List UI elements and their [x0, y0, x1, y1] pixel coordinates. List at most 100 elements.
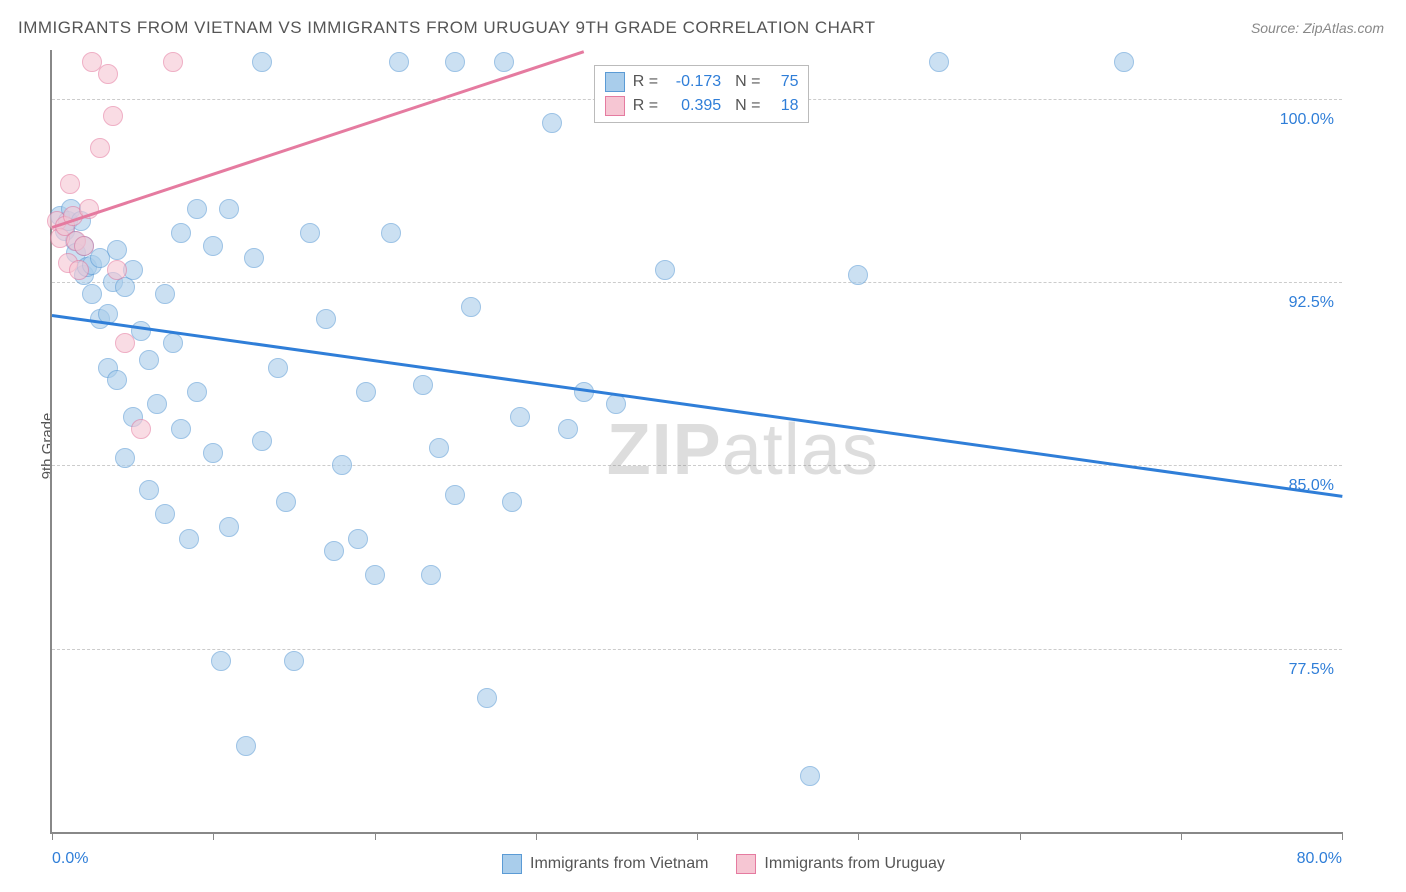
r-label: R =: [633, 73, 658, 91]
scatter-point: [1114, 52, 1134, 72]
scatter-point: [163, 333, 183, 353]
scatter-point: [502, 492, 522, 512]
scatter-point: [74, 236, 94, 256]
scatter-point: [115, 333, 135, 353]
scatter-point: [179, 529, 199, 549]
scatter-point: [98, 64, 118, 84]
scatter-point: [187, 382, 207, 402]
scatter-point: [131, 321, 151, 341]
scatter-point: [494, 52, 514, 72]
scatter-point: [115, 277, 135, 297]
scatter-point: [348, 529, 368, 549]
x-max-label: 80.0%: [1297, 850, 1342, 868]
x-tick-mark: [697, 832, 698, 840]
watermark: ZIPatlas: [607, 409, 879, 491]
correlation-stats-legend: R = -0.173 N = 75 R = 0.395 N = 18: [594, 65, 810, 123]
scatter-point: [203, 236, 223, 256]
scatter-point: [139, 480, 159, 500]
scatter-point: [219, 517, 239, 537]
source-prefix: Source:: [1251, 20, 1303, 36]
scatter-point: [103, 106, 123, 126]
scatter-point: [365, 565, 385, 585]
scatter-point: [800, 766, 820, 786]
scatter-point: [542, 113, 562, 133]
legend-row: R = -0.173 N = 75: [605, 70, 799, 94]
scatter-plot-area: 77.5%85.0%92.5%100.0%0.0%80.0%ZIPatlasR …: [50, 50, 1342, 834]
scatter-point: [324, 541, 344, 561]
scatter-point: [276, 492, 296, 512]
scatter-point: [606, 394, 626, 414]
scatter-point: [477, 688, 497, 708]
source-attribution: Source: ZipAtlas.com: [1251, 20, 1384, 36]
scatter-point: [848, 265, 868, 285]
scatter-point: [115, 448, 135, 468]
scatter-point: [82, 284, 102, 304]
scatter-point: [300, 223, 320, 243]
scatter-point: [252, 52, 272, 72]
scatter-point: [139, 350, 159, 370]
legend-series-name: Immigrants from Uruguay: [764, 855, 945, 873]
legend-series-name: Immigrants from Vietnam: [530, 855, 708, 873]
scatter-point: [211, 651, 231, 671]
scatter-point: [332, 455, 352, 475]
x-tick-mark: [858, 832, 859, 840]
scatter-point: [107, 240, 127, 260]
x-tick-mark: [536, 832, 537, 840]
y-tick-label: 77.5%: [1289, 661, 1334, 679]
x-tick-mark: [52, 832, 53, 840]
scatter-point: [429, 438, 449, 458]
scatter-point: [90, 138, 110, 158]
scatter-point: [155, 284, 175, 304]
x-tick-mark: [1342, 832, 1343, 840]
scatter-point: [284, 651, 304, 671]
scatter-point: [389, 52, 409, 72]
n-value: 18: [768, 97, 798, 115]
scatter-point: [445, 485, 465, 505]
trend-line: [52, 50, 585, 228]
scatter-point: [60, 174, 80, 194]
x-tick-mark: [375, 832, 376, 840]
scatter-point: [252, 431, 272, 451]
n-label: N =: [735, 73, 760, 91]
r-value: -0.173: [666, 73, 721, 91]
scatter-point: [655, 260, 675, 280]
scatter-point: [187, 199, 207, 219]
legend-item: Immigrants from Uruguay: [736, 854, 945, 874]
r-label: R =: [633, 97, 658, 115]
legend-swatch: [605, 96, 625, 116]
legend-swatch: [605, 72, 625, 92]
scatter-point: [381, 223, 401, 243]
gridline-horizontal: [52, 282, 1342, 283]
scatter-point: [107, 260, 127, 280]
scatter-point: [203, 443, 223, 463]
scatter-point: [107, 370, 127, 390]
legend-swatch: [502, 854, 522, 874]
scatter-point: [147, 394, 167, 414]
scatter-point: [236, 736, 256, 756]
legend-swatch: [736, 854, 756, 874]
r-value: 0.395: [666, 97, 721, 115]
y-tick-label: 100.0%: [1280, 111, 1334, 129]
scatter-point: [445, 52, 465, 72]
scatter-point: [171, 223, 191, 243]
chart-title: IMMIGRANTS FROM VIETNAM VS IMMIGRANTS FR…: [18, 18, 876, 38]
n-value: 75: [768, 73, 798, 91]
scatter-point: [461, 297, 481, 317]
legend-row: R = 0.395 N = 18: [605, 94, 799, 118]
x-tick-mark: [1181, 832, 1182, 840]
x-tick-mark: [1020, 832, 1021, 840]
scatter-point: [356, 382, 376, 402]
n-label: N =: [735, 97, 760, 115]
scatter-point: [163, 52, 183, 72]
gridline-horizontal: [52, 465, 1342, 466]
trend-line: [52, 314, 1342, 497]
scatter-point: [558, 419, 578, 439]
x-min-label: 0.0%: [52, 850, 88, 868]
scatter-point: [413, 375, 433, 395]
scatter-point: [929, 52, 949, 72]
scatter-point: [421, 565, 441, 585]
series-legend: Immigrants from Vietnam Immigrants from U…: [502, 854, 945, 874]
legend-item: Immigrants from Vietnam: [502, 854, 708, 874]
scatter-point: [244, 248, 264, 268]
scatter-point: [316, 309, 336, 329]
